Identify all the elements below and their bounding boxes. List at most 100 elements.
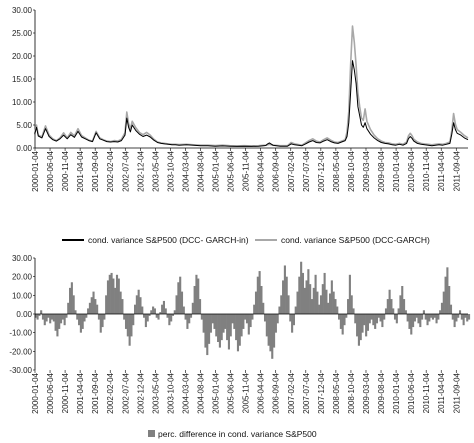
bar <box>126 314 129 337</box>
bar <box>106 280 110 314</box>
bar <box>347 299 350 314</box>
bar <box>146 314 149 322</box>
bar <box>314 274 317 314</box>
bar <box>397 308 400 314</box>
bar <box>341 314 344 335</box>
bar <box>81 314 84 329</box>
bar <box>132 314 135 326</box>
bar <box>276 314 279 324</box>
bar <box>85 314 88 318</box>
bar <box>383 314 386 320</box>
x-tick-label: 2005-11-04 <box>242 150 251 191</box>
x-tick-label: 2008-10-04 <box>347 150 356 191</box>
bottom-legend: perc. difference in cond. variance S&P50… <box>148 429 317 439</box>
bar <box>363 314 366 326</box>
x-tick-label: 2007-02-04 <box>287 150 296 191</box>
bar <box>263 314 267 322</box>
bar <box>406 314 409 322</box>
bar <box>393 314 397 320</box>
bar <box>455 314 458 322</box>
bar <box>38 314 41 316</box>
y-tick-label: 20.00 <box>12 273 33 282</box>
bar <box>439 310 442 314</box>
bar <box>204 314 207 348</box>
bar <box>458 310 462 314</box>
top-legend: cond. variance S&P500 (DCC- GARCH-in) co… <box>62 235 430 245</box>
y-tick-label: 30.00 <box>12 254 33 263</box>
bar <box>97 314 100 320</box>
legend-label-perc-difference: perc. difference in cond. variance S&P50… <box>158 429 317 439</box>
bar <box>235 314 238 341</box>
bar <box>410 314 413 335</box>
bar <box>307 269 310 314</box>
bar <box>343 314 346 326</box>
bar <box>381 314 384 328</box>
x-tick-label: 2000-06-04 <box>46 150 55 191</box>
bar <box>318 304 321 314</box>
bar <box>200 314 203 320</box>
bar <box>377 314 380 318</box>
bar <box>435 314 438 324</box>
bar <box>197 278 200 314</box>
bar <box>265 314 268 337</box>
bar <box>74 310 77 314</box>
bar <box>67 302 70 314</box>
bar <box>289 314 292 322</box>
bar <box>260 286 263 314</box>
y-tick-label: 0.00 <box>16 144 32 153</box>
bar <box>280 295 283 314</box>
y-tick-label: -30.00 <box>9 366 32 375</box>
bar <box>332 291 335 314</box>
bar <box>134 304 137 314</box>
bar <box>384 308 388 314</box>
x-tick-label: 2011-09-04 <box>452 150 461 191</box>
bar <box>123 314 126 320</box>
bar <box>40 310 43 314</box>
bar <box>148 314 151 316</box>
x-tick-label: 2002-12-04 <box>136 372 145 413</box>
bar <box>267 314 270 346</box>
bar <box>334 299 337 314</box>
bar <box>233 314 236 329</box>
bar <box>348 274 351 314</box>
x-tick-label: 2005-06-04 <box>227 150 236 191</box>
bar <box>361 314 364 333</box>
x-tick-label: 2002-12-04 <box>136 150 145 191</box>
bar <box>390 299 393 314</box>
bar <box>162 300 165 314</box>
bar <box>386 299 389 314</box>
bar <box>440 302 444 314</box>
bar <box>366 314 370 331</box>
x-tick-label: 2001-09-04 <box>91 150 100 191</box>
bar <box>449 304 453 314</box>
x-tick-label: 2005-01-04 <box>212 150 221 191</box>
x-tick-label: 2007-12-04 <box>317 372 326 413</box>
legend-swatch-perc-difference <box>148 430 155 437</box>
top-y-axis-ticks: 0.00 5.00 10.00 15.00 20.00 25.00 30.00 <box>12 6 35 153</box>
bar <box>108 274 111 314</box>
bar <box>143 314 146 318</box>
bar <box>99 314 102 333</box>
bar <box>117 278 120 314</box>
bar <box>96 304 99 314</box>
bar <box>217 314 220 342</box>
x-tick-label: 2007-07-04 <box>302 372 311 413</box>
bar <box>395 314 398 324</box>
x-tick-label: 2008-10-04 <box>347 372 356 413</box>
bar <box>92 291 95 314</box>
x-tick-label: 2004-08-04 <box>196 150 205 191</box>
bar <box>392 308 395 314</box>
bar <box>388 289 391 314</box>
bar <box>137 289 140 314</box>
bar <box>404 310 407 314</box>
x-tick-label: 2010-06-04 <box>407 372 416 413</box>
y-tick-label: 15.00 <box>12 75 33 84</box>
bar <box>359 314 362 341</box>
top-chart-conditional-variance: 0.00 5.00 10.00 15.00 20.00 25.00 30.00 2000-0… <box>12 6 469 192</box>
bar <box>462 314 465 326</box>
bar <box>244 314 247 320</box>
x-tick-label: 2004-08-04 <box>196 372 205 413</box>
bar <box>428 314 431 322</box>
x-tick-label: 2002-02-04 <box>106 150 115 191</box>
bar <box>139 297 142 314</box>
